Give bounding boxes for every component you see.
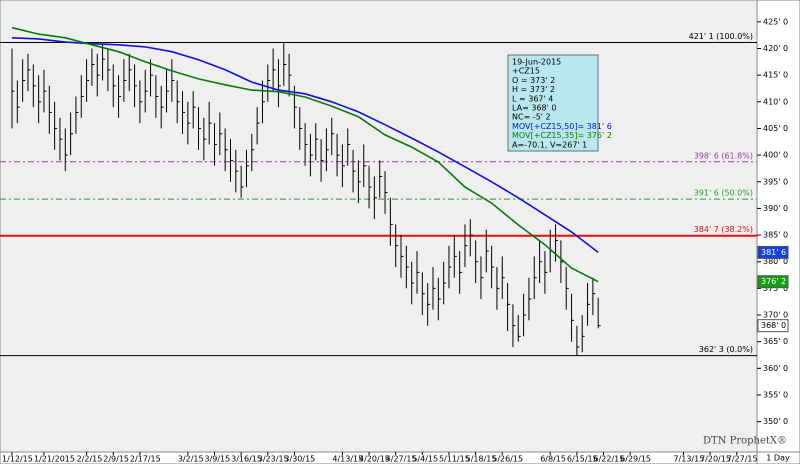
y-tick-label: 380' 0 [763,257,788,266]
x-tick-label: 4/27/15 [386,455,417,464]
y-tick-label: 385' 0 [763,231,788,240]
tooltip-line: A=-70.1, V=267' 1 [512,140,587,149]
y-tick-label: 425' 0 [763,17,788,26]
x-tick-label: 3/9/15 [204,455,230,464]
level-label: 362' 3 (0.0%) [699,345,753,354]
y-tick-label: 415' 0 [763,71,788,80]
level-label: 384' 7 (38.2%) [694,225,753,234]
y-tick-label: 370' 0 [763,311,788,320]
x-tick-label: 3/2/15 [178,455,204,464]
x-tick-label: 2/17/15 [130,455,161,464]
tooltip-line: H = 373' 2 [512,85,555,94]
value-box [757,245,789,259]
x-tick-label: 5/18/15 [466,455,497,464]
y-axis-area [756,0,800,453]
watermark: DTN ProphetX® [703,436,787,447]
tooltip-line: 19-Jun-2015 [512,58,561,67]
y-tick-label: 365' 0 [763,337,788,346]
y-tick-label: 410' 0 [763,97,788,106]
y-tick-label: 400' 0 [763,151,788,160]
tooltip-line: L = 367' 4 [512,94,553,103]
tooltip-line: LA= 368' 0 [512,104,556,113]
x-tick-label: 4/13/15 [332,455,363,464]
x-tick-label: 4/20/15 [359,455,390,464]
value-box-label: 376' 2 [761,277,786,286]
level-label: 398' 6 (61.8%) [694,151,753,160]
tooltip-line: NC= -5' 2 [512,113,551,122]
y-tick-label: 390' 0 [763,204,788,213]
x-tick-label: 3/16/15 [231,455,262,464]
y-tick-label: 395' 0 [763,177,788,186]
plot-area [0,0,758,453]
moving-average [11,26,599,283]
value-box [757,275,789,289]
x-tick-label: 5/4/15 [412,455,438,464]
moving-average [11,37,599,254]
x-tick-label: 3/23/15 [258,455,289,464]
x-tick-label: 7/13/15 [673,455,704,464]
x-tick-label: 6/22/15 [594,455,625,464]
y-tick-label: 360' 0 [763,364,788,373]
tooltip-box [507,54,599,152]
x-tick-label: 2/2/15 [77,455,103,464]
x-tick-label: 3/30/15 [284,455,315,464]
tooltip-line: +CZ15 [512,67,540,76]
level-label: 421' 1 (100.0%) [689,32,753,41]
tooltip-line: MOV[+CZ15,50]= 381' 6 [512,122,612,131]
tooltip-line: MOV[+CZ15,35]= 376' 2 [512,131,612,140]
x-tick-label: 5/11/15 [439,455,470,464]
x-tick-label: 6/15/15 [567,455,598,464]
y-tick-label: 375' 0 [763,284,788,293]
x-tick-label: 1/21/2015 [34,455,75,464]
x-tick-label: 2/9/15 [103,455,129,464]
y-tick-label: 405' 0 [763,124,788,133]
value-box-label: 381' 6 [761,248,786,257]
x-tick-label: 6/29/15 [620,455,651,464]
x-tick-label: 6/8/15 [540,455,566,464]
x-tick-label: 7/20/15 [700,455,731,464]
x-tick-label: 5/26/15 [492,455,523,464]
x-tick-label: 1/12/15 [2,455,33,464]
tooltip-line: O = 373' 2 [512,76,555,85]
level-label: 391' 6 (50.0%) [694,189,753,198]
period-label: 1 Day [766,454,790,463]
value-box [757,319,789,333]
value-box-label: 368' 0 [761,321,786,330]
y-tick-label: 420' 0 [763,44,788,53]
x-tick-label: 7/27/15 [727,455,758,464]
y-tick-label: 350' 0 [763,417,788,426]
y-tick-label: 355' 0 [763,390,788,399]
